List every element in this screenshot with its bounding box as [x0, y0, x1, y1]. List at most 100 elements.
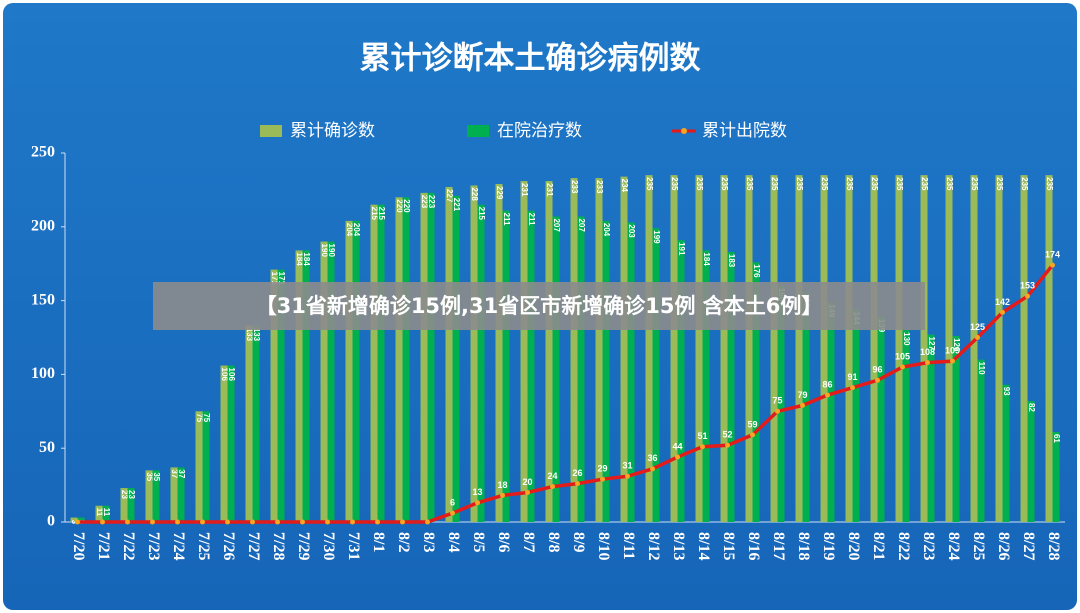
data-label: 191	[677, 242, 686, 256]
data-label: 215	[370, 207, 379, 221]
bar	[220, 365, 228, 522]
data-label: 235	[795, 177, 804, 191]
x-tick-label: 8/9	[570, 532, 587, 552]
bar	[627, 222, 635, 522]
data-label: 35	[152, 472, 161, 481]
y-tick-label: 250	[31, 144, 55, 161]
bar	[1052, 431, 1060, 522]
bar	[1020, 175, 1028, 522]
data-label: 211	[502, 213, 511, 226]
bar	[670, 175, 678, 522]
data-label: 215	[377, 207, 386, 221]
data-label: 36	[647, 453, 657, 463]
x-tick-label: 8/16	[745, 532, 762, 560]
y-tick-label: 200	[31, 217, 55, 234]
line-marker	[175, 519, 180, 525]
x-tick-label: 7/25	[195, 532, 212, 560]
line-marker	[650, 466, 655, 472]
bar	[845, 175, 853, 522]
line-marker	[400, 519, 405, 525]
x-tick-label: 8/19	[820, 532, 837, 560]
legend-swatch	[467, 125, 489, 137]
x-tick-label: 8/21	[870, 532, 887, 560]
data-label: 233	[595, 180, 604, 194]
legend-swatch	[260, 125, 282, 137]
x-tick-label: 8/12	[645, 532, 662, 560]
data-label: 211	[527, 213, 536, 226]
data-label: 23	[120, 490, 129, 499]
x-tick-label: 8/15	[720, 532, 737, 560]
data-label: 24	[547, 471, 557, 481]
line-marker	[725, 442, 730, 448]
line-marker	[450, 510, 455, 516]
line-marker	[900, 364, 905, 370]
data-label: 199	[652, 230, 661, 244]
data-label: 20	[522, 477, 532, 487]
data-label: 176	[752, 264, 761, 278]
data-label: 184	[302, 252, 311, 266]
bar	[452, 195, 460, 522]
bar	[952, 336, 960, 522]
data-label: 204	[602, 223, 611, 237]
data-label: 235	[645, 177, 654, 191]
bar	[695, 175, 703, 522]
data-label: 220	[395, 199, 404, 213]
bar	[202, 411, 210, 522]
x-tick-label: 7/28	[270, 532, 287, 560]
data-label: 44	[672, 441, 682, 451]
bar	[170, 467, 178, 522]
data-label: 96	[872, 365, 882, 375]
y-tick-label: 50	[39, 439, 55, 456]
data-label: 59	[747, 419, 757, 429]
bar	[495, 183, 503, 522]
bar	[545, 181, 553, 522]
data-label: 223	[420, 195, 429, 209]
x-tick-label: 7/23	[145, 532, 162, 560]
bar	[195, 411, 203, 522]
data-label: 110	[977, 362, 986, 375]
data-label: 204	[345, 223, 354, 237]
bar	[820, 175, 828, 522]
bar	[427, 192, 435, 523]
data-label: 235	[770, 177, 779, 191]
x-tick-label: 8/11	[620, 532, 637, 560]
bar	[345, 220, 353, 522]
data-label: 37	[177, 469, 186, 478]
data-label: 31	[622, 461, 632, 471]
bar	[227, 365, 235, 522]
data-label: 235	[920, 177, 929, 191]
bar	[470, 185, 478, 523]
data-label: 11	[102, 508, 111, 517]
bar	[702, 250, 710, 522]
line-marker	[425, 519, 430, 525]
bar	[895, 175, 903, 522]
line-marker	[700, 444, 705, 450]
line-marker	[550, 484, 555, 490]
data-label: 235	[845, 177, 854, 191]
bar	[377, 204, 385, 522]
bar	[977, 359, 985, 522]
overlay-banner: 【31省新增确诊15例,31省区市新增确诊15例 含本土6例】	[153, 282, 925, 330]
bar	[70, 517, 78, 522]
bar	[920, 175, 928, 522]
bar	[327, 241, 335, 522]
legend-label: 累计确诊数	[290, 121, 375, 141]
line-marker	[525, 489, 530, 495]
x-tick-label: 8/7	[520, 532, 537, 552]
data-label: 184	[702, 252, 711, 266]
x-tick-label: 7/21	[95, 532, 112, 560]
data-label: 231	[520, 183, 529, 197]
line-marker	[275, 519, 280, 525]
bar	[77, 517, 85, 522]
data-label: 75	[202, 413, 211, 422]
x-tick-label: 8/23	[920, 532, 937, 560]
data-label: 215	[477, 207, 486, 221]
legend-label: 在院治疗数	[497, 121, 582, 141]
data-label: 52	[722, 430, 732, 440]
bar	[795, 175, 803, 522]
x-tick-label: 8/20	[845, 532, 862, 560]
data-label: 13	[472, 487, 482, 497]
bar	[1027, 400, 1035, 522]
bar	[402, 197, 410, 522]
data-label: 51	[697, 431, 707, 441]
